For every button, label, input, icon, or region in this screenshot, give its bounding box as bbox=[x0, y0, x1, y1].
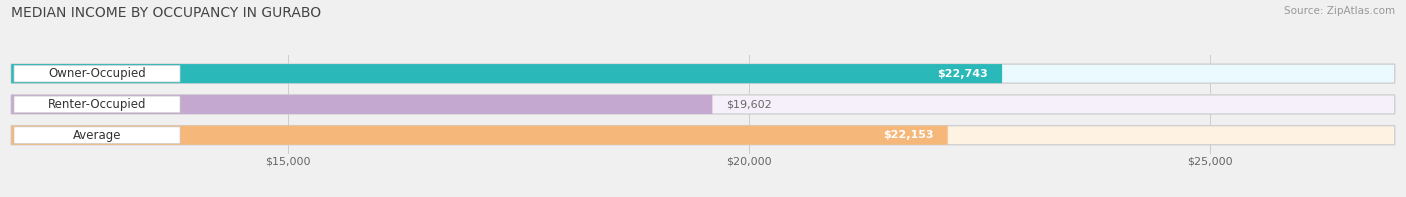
FancyBboxPatch shape bbox=[11, 64, 1395, 83]
Text: $19,602: $19,602 bbox=[727, 99, 772, 109]
FancyBboxPatch shape bbox=[11, 95, 1395, 114]
FancyBboxPatch shape bbox=[14, 65, 180, 82]
FancyBboxPatch shape bbox=[11, 126, 948, 145]
Text: MEDIAN INCOME BY OCCUPANCY IN GURABO: MEDIAN INCOME BY OCCUPANCY IN GURABO bbox=[11, 6, 322, 20]
Text: Owner-Occupied: Owner-Occupied bbox=[48, 67, 146, 80]
Text: Source: ZipAtlas.com: Source: ZipAtlas.com bbox=[1284, 6, 1395, 16]
FancyBboxPatch shape bbox=[14, 127, 180, 143]
FancyBboxPatch shape bbox=[14, 96, 180, 113]
Text: Average: Average bbox=[73, 129, 121, 142]
Text: $22,153: $22,153 bbox=[883, 130, 934, 140]
FancyBboxPatch shape bbox=[11, 64, 1002, 83]
Text: $22,743: $22,743 bbox=[938, 69, 988, 79]
FancyBboxPatch shape bbox=[11, 95, 713, 114]
Text: Renter-Occupied: Renter-Occupied bbox=[48, 98, 146, 111]
FancyBboxPatch shape bbox=[11, 126, 1395, 145]
